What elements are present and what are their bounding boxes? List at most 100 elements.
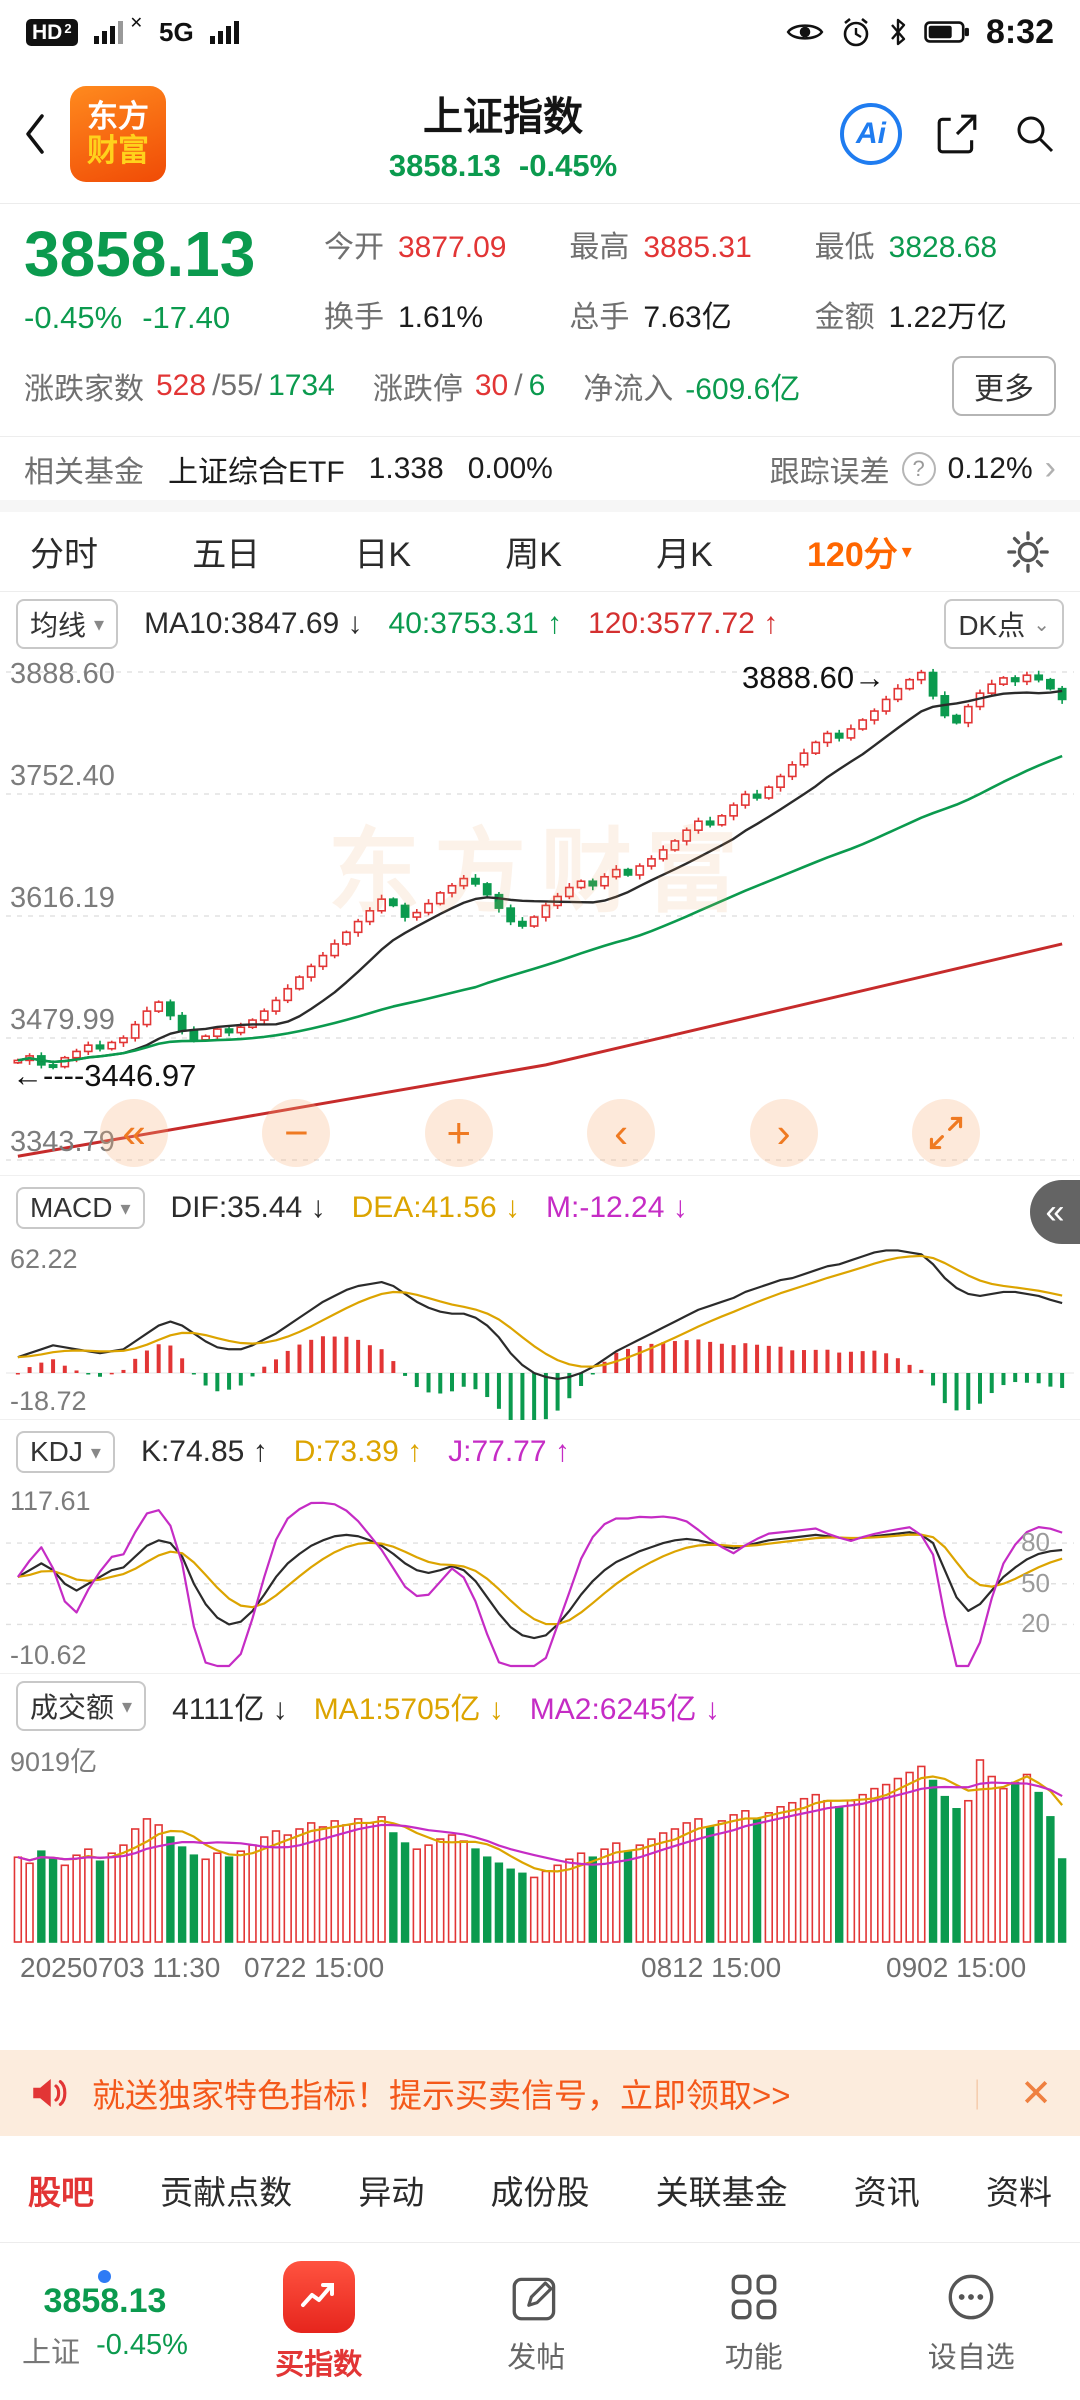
pan-left-button[interactable]: ‹ [587, 1099, 656, 1167]
share-icon[interactable] [934, 111, 980, 157]
kdj-chart[interactable] [0, 1484, 1080, 1674]
chart-zoom-controls: « − + ‹ › [0, 1099, 1080, 1167]
gear-icon[interactable] [1006, 530, 1050, 574]
price-axis-label: 3752.40 [10, 760, 115, 792]
related-fund-row[interactable]: 相关基金 上证综合ETF 1.338 0.00% 跟踪误差 ? 0.12% › [0, 436, 1080, 500]
tab-profile[interactable]: 资料 [985, 2174, 1052, 2211]
j-value: J:77.77 ↑ [448, 1435, 570, 1468]
macd-axis-bottom: -18.72 [10, 1386, 87, 1416]
fund-name[interactable]: 上证综合ETF [168, 455, 345, 489]
volume-chart[interactable] [0, 1738, 1080, 1948]
macd-chart-area[interactable]: 62.22 -18.72 [0, 1240, 1080, 1420]
signal-bars-icon [93, 21, 123, 44]
fullscreen-button[interactable] [911, 1099, 980, 1167]
kdj-grid-label: 20 [1021, 1608, 1050, 1639]
candlestick-chart[interactable] [0, 656, 1080, 1176]
ma40-value: 40:3753.31 ↑ [388, 607, 563, 640]
volume-ma1: MA1:5705亿 ↓ [313, 1693, 504, 1726]
time-axis: 20250703 11:30 0722 15:00 0812 15:00 090… [0, 1948, 1080, 1994]
tab-guba[interactable]: 股吧 [28, 2174, 94, 2211]
volume-header: 成交额 ▾ 4111亿 ↓ MA1:5705亿 ↓ MA2:6245亿 ↓ [0, 1674, 1080, 1738]
tab-realtime[interactable]: 分时 [30, 536, 98, 574]
macd-header: MACD ▾ DIF:35.44 ↓ DEA:41.56 ↓ M:-12.24 ↓… [0, 1176, 1080, 1244]
post-button[interactable]: 发帖 [428, 2268, 646, 2376]
d-value: D:73.39 ↑ [293, 1435, 423, 1468]
time-axis-label: 0722 15:00 [244, 1952, 385, 1983]
promo-text[interactable]: 就送独家特色指标！提示买卖信号，立即领取>> [92, 2077, 791, 2114]
zoom-in-button[interactable]: + [424, 1099, 493, 1167]
tab-news[interactable]: 资讯 [853, 2174, 920, 2211]
hd-voice-icon: HD 2 [26, 18, 78, 46]
pan-right-button[interactable]: › [749, 1099, 818, 1167]
info-icon[interactable]: ? [901, 451, 936, 486]
banner-close-icon[interactable]: ✕ [1020, 2072, 1052, 2115]
search-icon[interactable] [1012, 111, 1058, 157]
kdj-header: KDJ ▾ K:74.85 ↑ D:73.39 ↑ J:77.77 ↑ [0, 1420, 1080, 1484]
ma10-value: MA10:3847.69 ↓ [144, 607, 363, 640]
ma-selector[interactable]: 均线 ▾ [16, 599, 119, 649]
fund-pct: 0.00% [467, 451, 553, 485]
tab-movement[interactable]: 异动 [358, 2174, 425, 2211]
clock-time: 8:32 [985, 12, 1054, 51]
tab-daily[interactable]: 日K [354, 536, 412, 574]
current-price: 3858.13 [24, 218, 256, 290]
macd-selector[interactable]: MACD ▾ [16, 1187, 145, 1229]
header-title-block: 上证指数 3858.13 -0.45% [186, 84, 820, 184]
volume-selector[interactable]: 成交额 ▾ [16, 1681, 147, 1731]
kdj-selector[interactable]: KDJ ▾ [16, 1431, 115, 1473]
nav-index-quote[interactable]: 3858.13 上证 -0.45% [0, 2270, 210, 2371]
period-tab-bar: 分时 五日 日K 周K 月K 120分 ▾ [0, 512, 1080, 592]
post-icon [512, 2277, 556, 2320]
collapse-panel-button[interactable]: « [1030, 1180, 1080, 1244]
zoom-out-button[interactable]: − [262, 1099, 331, 1167]
stat-amount: 金额 1.22万亿 [814, 301, 1008, 334]
time-axis-label: 0902 15:00 [886, 1952, 1027, 1983]
tab-5day[interactable]: 五日 [192, 536, 261, 574]
ai-assistant-button[interactable]: Ai [840, 102, 902, 165]
quote-panel: 3858.13 -0.45% -17.40 今开 3877.09 最高 3885.31… [0, 204, 1080, 340]
more-button[interactable]: 更多 [952, 356, 1056, 416]
volume-current: 4111亿 ↓ [172, 1693, 288, 1726]
rewind-button[interactable]: « [100, 1099, 168, 1167]
dk-point-button[interactable]: DK点 ⌄ [944, 599, 1064, 649]
price-change: -0.45% -17.40 [24, 300, 231, 335]
tab-constituents[interactable]: 成份股 [490, 2174, 590, 2211]
promo-banner[interactable]: 就送独家特色指标！提示买卖信号，立即领取>> ｜ ✕ [0, 2050, 1080, 2136]
time-axis-label: 20250703 11:30 [20, 1952, 221, 1983]
volume-chart-area[interactable]: 9019亿 [0, 1738, 1080, 1948]
eye-icon [786, 24, 824, 40]
tab-related-funds[interactable]: 关联基金 [655, 2174, 788, 2211]
fund-price: 1.338 [368, 451, 444, 485]
kdj-axis-bottom: -10.62 [10, 1640, 87, 1670]
app-logo[interactable]: 东方 财富 [70, 85, 166, 182]
start-price-tag: ←----3446.97 [12, 1058, 197, 1093]
kdj-chart-area[interactable]: 117.61 -10.62 80 50 20 [0, 1484, 1080, 1674]
price-axis-label: 3888.60 [10, 658, 115, 690]
section-divider [0, 500, 1080, 512]
app-header: 东方 财富 上证指数 3858.13 -0.45% Ai [0, 64, 1080, 204]
page-title: 上证指数 [423, 94, 583, 139]
functions-button[interactable]: 功能 [645, 2268, 863, 2376]
signal-bars-icon-2 [209, 21, 239, 44]
stat-low: 最低 3828.68 [814, 231, 998, 264]
status-bar: HD 2 ✕ 5G 8:32 [0, 0, 1080, 64]
back-icon[interactable] [22, 112, 50, 156]
price-axis-label: 3343.79 [10, 1126, 115, 1158]
tab-120min-active[interactable]: 120分 ▾ [807, 536, 912, 574]
macd-axis-top: 62.22 [10, 1244, 78, 1274]
watchlist-icon [948, 2274, 994, 2319]
tab-monthly[interactable]: 月K [656, 536, 713, 574]
bottom-tab-bar: 股吧 贡献点数 异动 成份股 关联基金 资讯 资料 [0, 2148, 1080, 2232]
tab-points[interactable]: 贡献点数 [160, 2174, 293, 2211]
buy-index-button[interactable]: 买指数 [210, 2260, 428, 2383]
no-service-x-icon: ✕ [129, 15, 143, 32]
candlestick-chart-area[interactable]: 东方财富 3888.60 3752.40 3616.19 3479.99 3343.79… [0, 656, 1080, 1176]
dea-value: DEA:41.56 ↓ [351, 1191, 521, 1224]
network-type-label: 5G [158, 16, 194, 47]
watchlist-button[interactable]: 设自选 [863, 2268, 1080, 2376]
volume-axis-top: 9019亿 [10, 1747, 98, 1777]
macd-chart[interactable] [0, 1240, 1080, 1420]
tab-weekly[interactable]: 周K [505, 536, 562, 574]
dif-value: DIF:35.44 ↓ [170, 1191, 326, 1224]
header-quote: 3858.13 -0.45% [388, 147, 618, 183]
